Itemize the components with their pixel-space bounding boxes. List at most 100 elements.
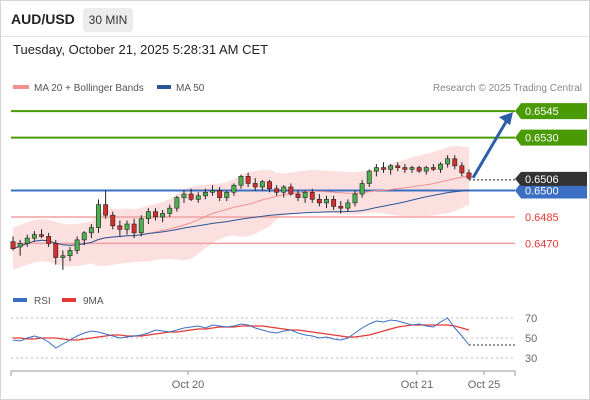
candle-body [373, 167, 379, 172]
candle [373, 164, 379, 177]
last-price-tag [515, 171, 587, 186]
candle [39, 229, 44, 239]
candle [324, 195, 329, 209]
candle-body [160, 213, 166, 218]
bollinger-band-layer [13, 146, 469, 270]
candle [188, 188, 194, 202]
symbol-title: AUD/USD [11, 11, 75, 27]
candle [430, 164, 436, 172]
candle-body [53, 243, 59, 258]
candle [395, 162, 401, 172]
candle-body [24, 237, 30, 244]
candle [195, 192, 201, 203]
timeframe-badge[interactable]: 30 MIN [83, 8, 133, 32]
candle-body [103, 204, 109, 216]
candle-body [217, 190, 223, 198]
level-tag-0-6500 [515, 182, 587, 199]
candle-body [381, 167, 386, 170]
x-axis: Oct 20 Oct 21 Oct 25 [10, 370, 516, 391]
level-label: 0.6530 [525, 133, 559, 145]
level-label: 0.6500 [525, 186, 559, 198]
candle [103, 190, 109, 219]
candle-body [167, 207, 173, 214]
candle-body [459, 165, 465, 174]
candle-body [252, 183, 258, 188]
candle [138, 215, 144, 237]
candle [259, 179, 265, 191]
candle [438, 162, 443, 173]
level-tag-0-6530 [515, 129, 587, 146]
candle-body [423, 167, 429, 172]
legend-rsi-swatch [13, 298, 27, 302]
candle-body [245, 176, 251, 184]
candle [46, 232, 52, 247]
bollinger-band [13, 146, 469, 270]
candle-body [210, 190, 215, 193]
candle [131, 218, 137, 239]
candle [160, 209, 166, 223]
candle-body [39, 234, 44, 237]
candle-body [309, 191, 315, 200]
candle [174, 195, 180, 212]
candle-body [466, 172, 472, 179]
level-labels-layer: 0.6545 0.6530 0.6500 0.6485 0.6470 0.6506 [515, 103, 587, 250]
candle [267, 179, 272, 193]
candle-body [224, 191, 230, 198]
candle [352, 190, 358, 207]
candle [252, 178, 258, 191]
candle [96, 199, 101, 233]
candle [238, 174, 244, 189]
ma50-line [12, 189, 470, 250]
candle [381, 162, 386, 173]
candle [338, 201, 344, 214]
candle-body [267, 181, 272, 190]
candle [302, 190, 308, 203]
rsi-panel: 70 50 30 [11, 313, 537, 365]
candle-body [366, 170, 372, 184]
candle-body [409, 167, 415, 170]
candle [167, 204, 173, 217]
candle [245, 172, 251, 187]
candle-body [288, 186, 294, 195]
candle [281, 185, 287, 198]
candle-body [174, 197, 180, 209]
candle-body [117, 225, 123, 230]
candle [288, 183, 294, 196]
candle-body [338, 206, 344, 209]
candle [181, 190, 187, 203]
candle-body [416, 167, 422, 172]
candle [202, 188, 208, 200]
candle [74, 236, 80, 255]
candle-body [238, 176, 244, 186]
candle-body [188, 193, 194, 200]
rsi-tick-label: 50 [525, 333, 537, 345]
candle [88, 224, 94, 239]
candle [452, 155, 458, 170]
candle-body [202, 191, 208, 197]
candle-body [88, 227, 94, 234]
candle-body [10, 241, 16, 250]
candle-body [145, 211, 151, 220]
candle-body [60, 255, 66, 258]
candle [17, 239, 23, 256]
candle [117, 220, 123, 237]
legend-ma20-swatch [13, 85, 29, 89]
candle-body [438, 163, 443, 170]
last-price-label: 0.6506 [525, 174, 559, 186]
candle [31, 231, 37, 242]
candle [10, 236, 16, 251]
candle-body [195, 195, 201, 200]
level-tag-0-6545 [515, 103, 587, 120]
candle-body [295, 193, 301, 198]
forecast-arrow-shaft [471, 119, 509, 179]
candle-body [402, 167, 408, 170]
level-lines-layer [11, 110, 515, 245]
forecast-arrow-head [499, 112, 513, 126]
candle-body [359, 183, 365, 195]
candle-body [96, 204, 101, 228]
candle [345, 199, 351, 212]
candle-body [324, 199, 329, 204]
candle-body [46, 236, 52, 244]
